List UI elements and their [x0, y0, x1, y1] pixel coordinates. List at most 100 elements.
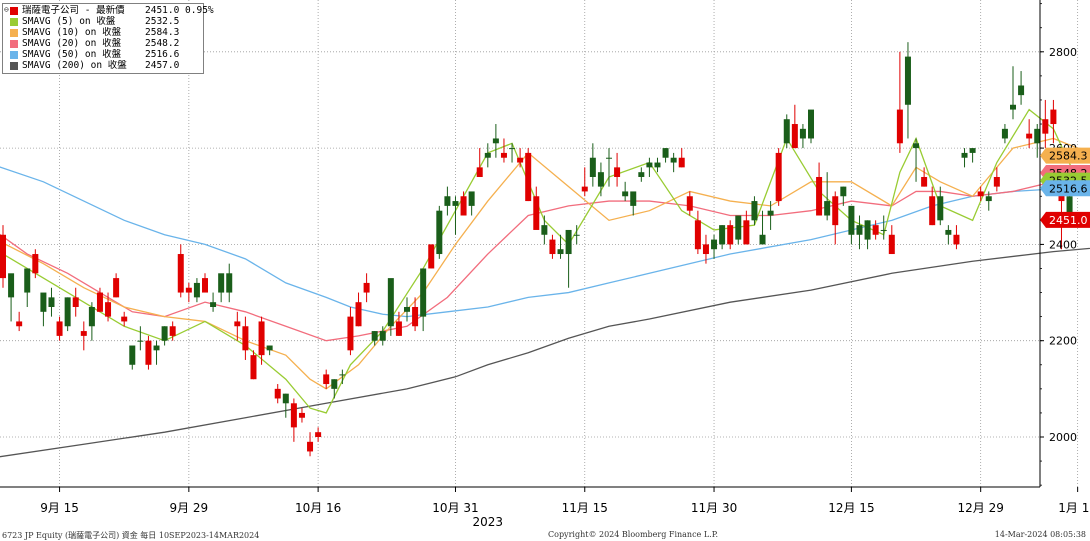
- candle-body: [533, 196, 540, 230]
- price-tag: 2451.0: [1040, 211, 1090, 228]
- legend-value: 2457.0: [145, 60, 180, 71]
- candle-body: [840, 186, 847, 197]
- candle-body: [872, 225, 879, 235]
- candle-body: [913, 143, 920, 149]
- footer-ticker-info: 6723 JP Equity (瑞薩電子公司) 資金 每日 10SEP2023-…: [2, 531, 260, 540]
- y-tick-label: 2000: [1049, 431, 1077, 444]
- legend-item[interactable]: SMAVG (50) on 收盤 2516.6: [5, 49, 201, 60]
- candle-body: [0, 234, 6, 279]
- candle-body: [444, 196, 451, 206]
- legend-item[interactable]: SMAVG (5) on 收盤 2532.5: [5, 16, 201, 27]
- legend-swatch: [10, 39, 18, 48]
- candle-body: [282, 393, 289, 404]
- candle-body: [379, 331, 386, 341]
- candle-body: [436, 210, 443, 255]
- y-tick-label: 2400: [1049, 238, 1077, 251]
- price-tag-label: 2451.0: [1049, 214, 1088, 227]
- ma-line: [0, 108, 1090, 414]
- candle-body: [993, 176, 1000, 187]
- candle-body: [1050, 109, 1057, 125]
- x-tick-label: 9月 15: [40, 501, 79, 515]
- chart-legend[interactable]: ⊖ 瑞薩電子公司 - 最新價 2451.0 0.95% SMAVG (5) on 收…: [2, 3, 214, 74]
- x-tick-label: 11月 15: [562, 501, 608, 515]
- candle-body: [606, 157, 612, 159]
- legend-item[interactable]: SMAVG (20) on 收盤 2548.2: [5, 38, 201, 49]
- candle-body: [727, 225, 734, 245]
- legend-value: 2451.0 0.95%: [145, 5, 214, 16]
- candle-body: [185, 287, 192, 293]
- candle-body: [888, 234, 895, 255]
- candle-body: [274, 388, 281, 399]
- candle-body: [298, 412, 305, 418]
- candle-body: [202, 278, 208, 293]
- candle-body: [1042, 119, 1049, 134]
- legend-swatch: [10, 6, 18, 15]
- legend-item[interactable]: SMAVG (200) on 收盤 2457.0: [5, 60, 201, 71]
- candle-body: [96, 292, 103, 312]
- x-tick-label: 12月 29: [958, 501, 1004, 515]
- candle-body: [290, 403, 297, 428]
- candle-body: [492, 138, 499, 144]
- legend-item[interactable]: 瑞薩電子公司 - 最新價 2451.0 0.95%: [5, 5, 214, 16]
- candle-body: [791, 124, 798, 149]
- candle-body: [210, 302, 217, 307]
- candle-body: [517, 157, 524, 163]
- candle-body: [904, 56, 911, 105]
- candle-body: [654, 162, 661, 168]
- candle-body: [953, 234, 960, 245]
- candle-body: [509, 148, 516, 150]
- candle-body: [460, 196, 467, 216]
- legend-label: 瑞薩電子公司 - 最新價: [22, 5, 125, 16]
- footer-copyright: Copyright© 2024 Bloomberg Finance L.P.: [548, 530, 718, 539]
- legend-swatch: [10, 61, 18, 70]
- ma-line: [0, 137, 1090, 390]
- candle-body: [72, 297, 79, 307]
- candle-body: [145, 340, 152, 365]
- candle-body: [347, 316, 354, 351]
- candle-body: [751, 201, 758, 221]
- candles: [0, 42, 1073, 457]
- legend-label: SMAVG (200) on 收盤: [22, 60, 127, 71]
- candle-body: [1066, 196, 1073, 221]
- legend-value: 2516.6: [145, 49, 180, 60]
- candle-body: [638, 172, 645, 177]
- candle-body: [630, 191, 637, 206]
- candle-body: [702, 244, 709, 255]
- y-tick-label: 2200: [1049, 335, 1077, 348]
- candle-body: [80, 331, 87, 336]
- ma-line: [0, 166, 1090, 318]
- candle-body: [573, 234, 580, 236]
- candle-body: [735, 215, 742, 240]
- candle-body: [1001, 128, 1008, 139]
- x-tick-label: 11月 30: [691, 501, 737, 515]
- legend-swatch: [10, 28, 18, 37]
- candle-body: [848, 205, 855, 235]
- candle-body: [856, 225, 863, 235]
- legend-value: 2532.5: [145, 16, 180, 27]
- candle-body: [484, 152, 491, 158]
- candle-body: [662, 148, 669, 158]
- price-tag: 2584.3: [1040, 147, 1090, 164]
- candle-body: [921, 176, 928, 187]
- candle-body: [40, 292, 47, 312]
- candle-body: [48, 297, 55, 307]
- candle-body: [557, 249, 564, 255]
- legend-item[interactable]: SMAVG (10) on 收盤 2584.3: [5, 27, 201, 38]
- candle-body: [824, 201, 831, 216]
- candle-body: [945, 229, 952, 235]
- candle-body: [678, 157, 685, 168]
- candle-body: [864, 220, 871, 240]
- price-tag-shape: [1040, 147, 1090, 164]
- legend-swatch: [10, 17, 18, 26]
- candle-body: [371, 331, 378, 341]
- candle-body: [500, 152, 507, 158]
- candle-body: [428, 244, 435, 269]
- candle-body: [1018, 85, 1025, 96]
- candle-body: [355, 302, 362, 327]
- candle-body: [420, 268, 427, 317]
- candle-body: [937, 196, 944, 221]
- candle-body: [985, 196, 992, 202]
- legend-toggle-icon[interactable]: ⊖: [4, 5, 9, 14]
- candle-body: [581, 186, 588, 192]
